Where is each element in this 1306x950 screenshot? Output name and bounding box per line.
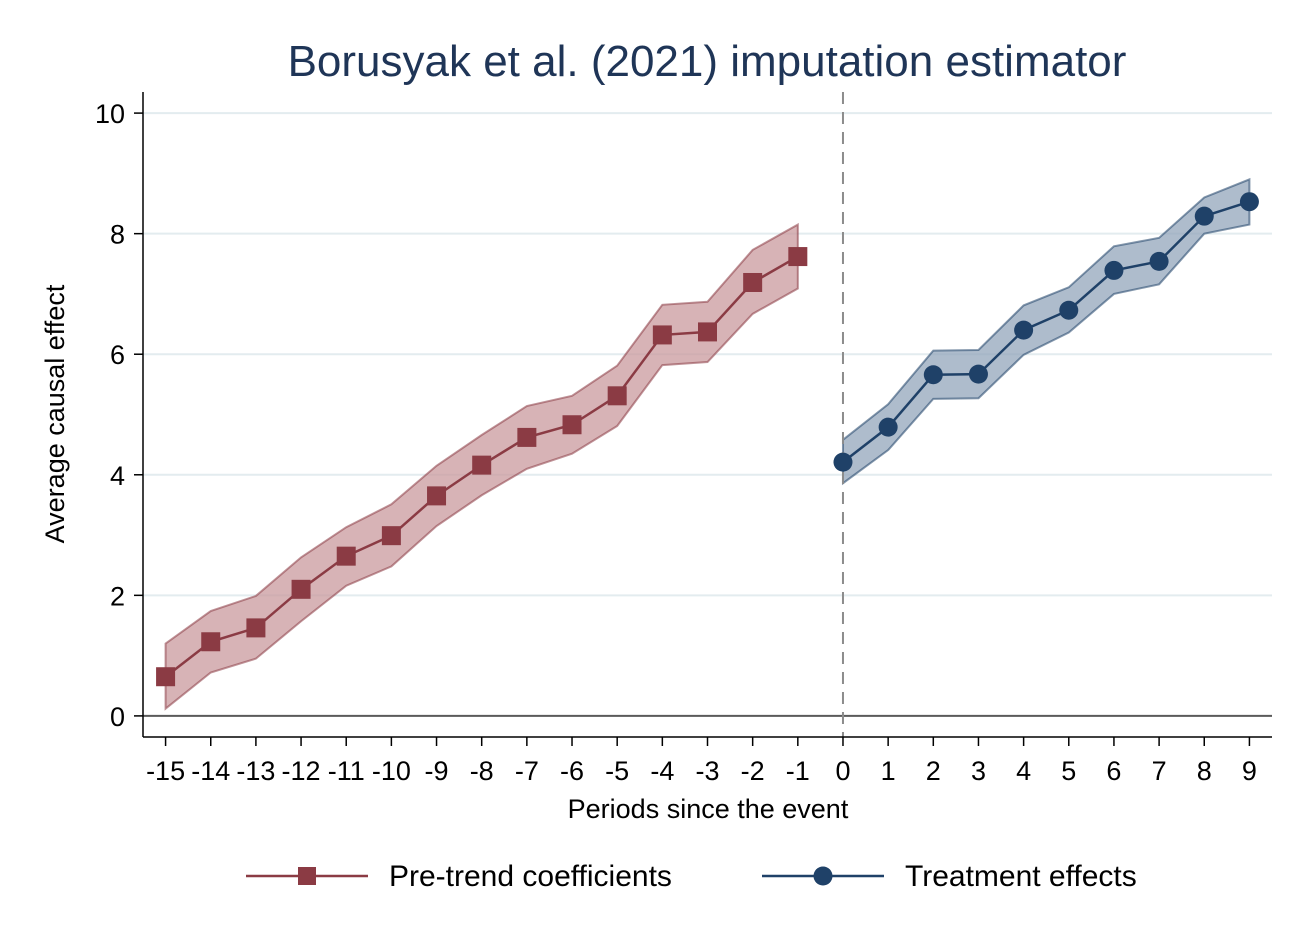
data-point-circle (833, 452, 853, 472)
x-tick-label: 2 (926, 756, 941, 786)
data-point-circle (1014, 320, 1034, 340)
x-tick-label: -11 (328, 756, 365, 786)
x-tick-label: 7 (1152, 756, 1167, 786)
x-tick-label: -8 (470, 756, 494, 786)
data-point-circle (1059, 300, 1079, 320)
x-axis-label: Periods since the event (568, 794, 849, 824)
x-tick-label: -15 (146, 756, 185, 786)
series-line-1 (842, 200, 1250, 464)
data-point-circle (923, 365, 943, 385)
data-point-square (156, 667, 176, 687)
legend-pretrend-label: Pre-trend coefficients (389, 860, 672, 893)
x-tick-label: -13 (236, 756, 275, 786)
x-tick-label: -6 (560, 756, 584, 786)
x-tick-label: -1 (786, 756, 810, 786)
legend-entry-pretrend: Pre-trend coefficients (246, 860, 672, 893)
data-point-square (246, 618, 266, 638)
data-point-square (381, 526, 401, 546)
data-point-square (698, 322, 717, 342)
legend-pretrend-square-icon (298, 867, 316, 885)
x-tick-label: -9 (425, 756, 449, 786)
legend: Pre-trend coefficients Treatment effects (246, 860, 1137, 893)
data-point-circle (1149, 251, 1169, 271)
legend-treatment-label: Treatment effects (905, 860, 1137, 893)
x-tick-label: -2 (741, 756, 765, 786)
data-point-circle (1194, 206, 1214, 226)
x-tick-label: 1 (881, 756, 896, 786)
data-point-square (517, 427, 537, 447)
y-tick-label: 2 (110, 581, 125, 611)
x-tick-label: -7 (515, 756, 539, 786)
data-series (156, 192, 1259, 687)
data-point-square (743, 272, 763, 292)
y-axis-label: Average causal effect (40, 284, 70, 543)
data-point-square (427, 486, 447, 506)
data-point-square (607, 386, 627, 406)
ci-band-1 (841, 177, 1251, 486)
y-tick-label: 8 (110, 220, 125, 250)
x-tick-label: -14 (191, 756, 230, 786)
x-tick-label: 3 (971, 756, 986, 786)
data-point-square (652, 325, 672, 345)
y-tick-label: 0 (110, 702, 125, 732)
x-tick-label: -5 (605, 756, 629, 786)
y-tick-label: 6 (110, 340, 125, 370)
data-point-circle (968, 364, 988, 384)
x-tick-label: -3 (695, 756, 719, 786)
data-point-circle (878, 417, 898, 437)
legend-entry-treatment: Treatment effects (762, 860, 1137, 893)
x-tick-label: -12 (282, 756, 321, 786)
chart-title: Borusyak et al. (2021) imputation estima… (288, 37, 1127, 86)
data-point-square (472, 455, 492, 475)
y-tick-label: 4 (110, 461, 125, 491)
data-point-circle (1104, 260, 1124, 280)
x-tick-label: 0 (835, 756, 850, 786)
data-point-square (562, 415, 582, 435)
x-tick-label: 5 (1061, 756, 1076, 786)
x-tick-label: -4 (650, 756, 674, 786)
x-tick-label: 4 (1016, 756, 1031, 786)
legend-treatment-circle-icon (813, 866, 833, 886)
data-point-square (336, 546, 356, 566)
x-tick-label: 6 (1106, 756, 1121, 786)
x-tick-label: -10 (372, 756, 411, 786)
data-point-circle (1239, 192, 1259, 212)
y-tick-label: 10 (95, 99, 125, 129)
data-point-square (788, 247, 808, 267)
x-tick-label: 9 (1242, 756, 1257, 786)
data-point-square (291, 579, 311, 599)
x-tick-label: 8 (1197, 756, 1212, 786)
data-point-square (201, 632, 221, 652)
